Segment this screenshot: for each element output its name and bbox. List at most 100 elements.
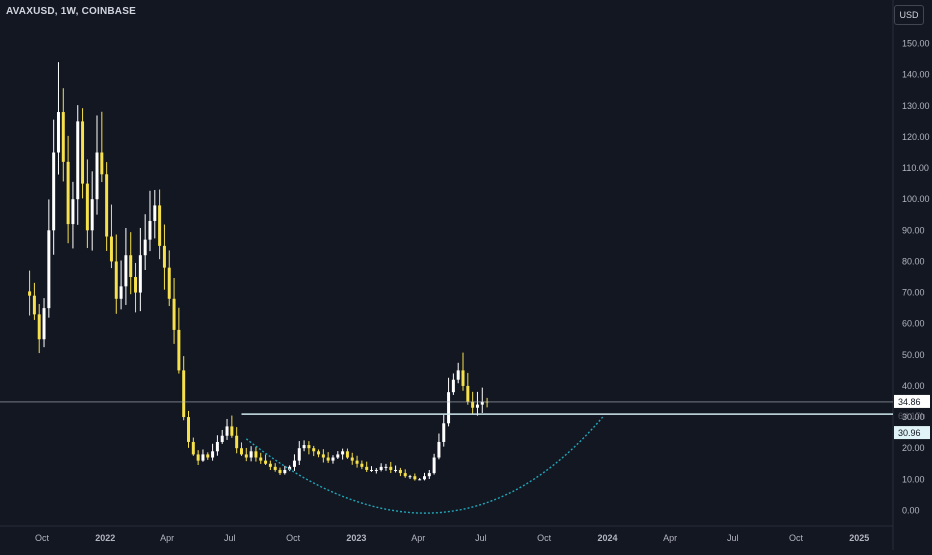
candle-body (143, 239, 147, 256)
candle-body (312, 448, 316, 452)
candle-body (302, 445, 306, 449)
candle-body (264, 460, 268, 464)
y-tick-label: 110.00 (902, 163, 929, 173)
time-axis[interactable]: Oct 2022 Apr Jul Oct 2023 Apr Jul Oct 2024 Apr Jul O… (35, 533, 869, 543)
candle-body (341, 451, 345, 455)
candle-body (456, 370, 460, 380)
candle-body (408, 476, 412, 478)
candle-body (225, 426, 229, 436)
x-tick-label: 2025 (849, 533, 869, 543)
candle-body (259, 457, 263, 461)
candle-body (244, 454, 248, 458)
y-tick-label: 10.00 (902, 474, 925, 484)
candle-body (215, 441, 219, 452)
x-tick-label: Jul (475, 533, 487, 543)
candle-body (254, 451, 258, 458)
candle-body (191, 441, 195, 455)
candle-body (211, 451, 215, 458)
x-tick-label: Oct (286, 533, 301, 543)
candle-body (379, 466, 383, 470)
candle-body (475, 404, 479, 408)
candle-body (365, 466, 369, 470)
candle-body (317, 451, 321, 455)
candle-body (230, 426, 234, 436)
candle-body (471, 401, 475, 408)
candle-body (297, 448, 301, 461)
y-tick-label: 90.00 (902, 225, 925, 235)
y-tick-label: 80.00 (902, 256, 925, 266)
candle-body (292, 460, 296, 467)
price-axis[interactable]: 0.00 10.00 20.00 30.00 40.00 50.00 60.00 70.00 8… (902, 39, 930, 516)
candle-body (56, 112, 60, 153)
candle-body (451, 379, 455, 393)
candle-body (394, 469, 398, 471)
candle-body (418, 479, 422, 481)
candles (28, 62, 489, 481)
candle-body (249, 451, 253, 458)
candle-body (138, 255, 142, 293)
x-tick-label: Oct (537, 533, 552, 543)
candle-body (124, 255, 128, 287)
candle-body (182, 370, 186, 418)
support-level-label-bg (894, 426, 930, 440)
candle-body (350, 457, 354, 461)
candle-body (283, 469, 287, 474)
candle-body (336, 454, 340, 458)
candle-body (172, 298, 176, 330)
x-tick-label: Jul (727, 533, 739, 543)
candle-body (466, 385, 470, 402)
candle-body (427, 473, 431, 477)
candle-body (398, 469, 402, 474)
x-tick-label: 2022 (95, 533, 115, 543)
support-level-label: 30.96 (898, 428, 921, 438)
currency-button[interactable]: USD (894, 5, 924, 25)
candle-body (109, 236, 113, 262)
candle-body (268, 463, 272, 467)
candle-body (307, 445, 311, 449)
y-tick-label: 70.00 (902, 288, 925, 298)
candle-body (85, 183, 89, 231)
candle-body (239, 448, 243, 455)
candle-body (437, 441, 441, 458)
candle-body (374, 469, 378, 471)
x-tick-label: 2023 (346, 533, 366, 543)
candle-body (100, 152, 104, 175)
candle-body (28, 291, 32, 296)
y-tick-label: 140.00 (902, 70, 930, 80)
candle-body (278, 469, 282, 474)
candle-body (345, 451, 349, 458)
candle-body (201, 454, 205, 461)
candle-body (162, 245, 166, 268)
candle-body (187, 417, 190, 442)
candle-body (273, 466, 277, 470)
candle-body (42, 308, 46, 340)
candle-body (321, 454, 325, 458)
x-tick-label: 2024 (597, 533, 617, 543)
candle-body (220, 435, 224, 442)
candle-body (134, 277, 138, 293)
candle-body (148, 220, 152, 240)
candle-body (158, 205, 162, 246)
y-tick-label: 30.00 (902, 412, 925, 422)
current-price-label: 34.86 (898, 397, 921, 407)
current-price-label-bg (894, 394, 930, 408)
candle-body (480, 401, 484, 405)
x-tick-label: Apr (411, 533, 425, 543)
y-tick-label: 130.00 (902, 101, 930, 111)
candle-body (360, 463, 364, 467)
overlays: 34.86 6d 17h 30.96 (0, 394, 930, 514)
symbol-title[interactable]: AVAXUSD, 1W, COINBASE (6, 6, 136, 17)
candle-body (432, 457, 436, 474)
candle-body (331, 457, 335, 461)
candle-body (66, 161, 70, 225)
candle-body (47, 230, 51, 309)
x-tick-label: Jul (224, 533, 236, 543)
candle-body (370, 469, 374, 471)
candle-body (461, 370, 465, 386)
y-tick-label: 60.00 (902, 319, 925, 329)
candle-body (422, 476, 426, 480)
x-tick-label: Oct (35, 533, 50, 543)
candle-body (326, 457, 330, 461)
